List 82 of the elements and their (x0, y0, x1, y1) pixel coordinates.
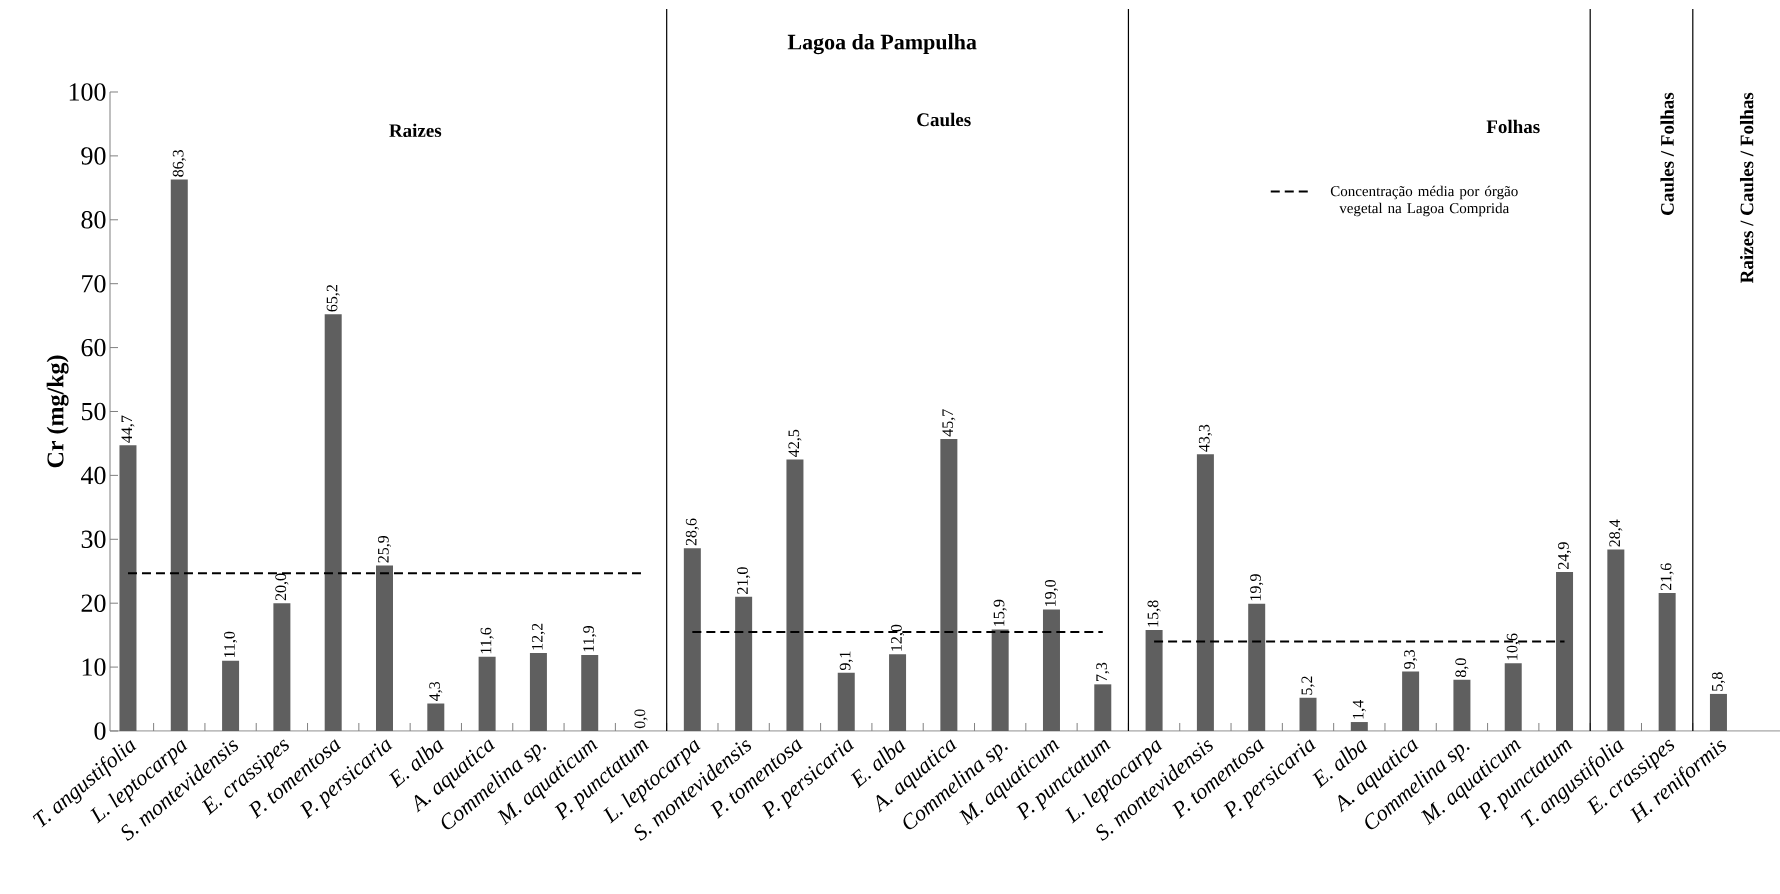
bar (1042, 609, 1060, 731)
bar (1196, 454, 1214, 731)
y-tick-label: 60 (81, 338, 106, 357)
bar (427, 703, 445, 731)
bar (478, 656, 496, 731)
data-label: 45,7 (942, 409, 956, 437)
annotation: Caules (917, 112, 971, 127)
bar (581, 654, 599, 731)
y-tick-label: 70 (82, 274, 106, 293)
data-label: 9,3 (1404, 649, 1418, 669)
bar (1094, 684, 1112, 731)
annotation: Folhas (1486, 119, 1540, 134)
data-label: 15,8 (1147, 600, 1161, 627)
bar (529, 653, 547, 731)
y-axis-title: Cr (mg/kg) (46, 355, 69, 468)
data-label: 0,0 (634, 709, 648, 729)
data-label: 21,6 (1660, 563, 1674, 591)
bar (1709, 693, 1727, 731)
data-label: 8,0 (1455, 658, 1469, 678)
bar (222, 660, 240, 731)
data-label: 19,0 (1044, 579, 1059, 606)
bar (376, 565, 393, 731)
data-label: 9,1 (839, 651, 853, 671)
y-tick-label: 30 (81, 530, 106, 549)
bar (940, 438, 958, 731)
data-label: 28,6 (685, 518, 699, 546)
data-label: 28,4 (1609, 519, 1623, 547)
bar (1504, 663, 1522, 731)
data-label: 65,2 (326, 285, 340, 312)
bar (683, 548, 701, 731)
data-label: 5,2 (1301, 676, 1315, 695)
data-label: 1,4 (1352, 700, 1366, 719)
data-label: 15,9 (993, 599, 1007, 626)
data-label: 11,0 (224, 631, 238, 658)
data-label: 12,2 (531, 623, 545, 650)
data-label: 43,3 (1198, 424, 1212, 452)
bar (273, 603, 291, 731)
annotation: Raizes / Caules / Folhas (1739, 92, 1754, 284)
y-tick-label: 20 (81, 594, 106, 612)
legend-label: Concentração média por órgão vegetal na Lagoa Comprida (1330, 185, 1518, 217)
bar (170, 179, 188, 731)
y-tick-label: 100 (69, 83, 106, 101)
annotation: Raizes (389, 123, 442, 138)
data-label: 4,3 (429, 681, 443, 701)
bar (1402, 671, 1420, 731)
data-label: 42,5 (788, 429, 802, 457)
data-label: 7,3 (1096, 662, 1110, 682)
data-label: 5,8 (1711, 672, 1726, 691)
y-tick-label: 90 (81, 147, 106, 165)
bar (786, 459, 804, 731)
data-label: 44,7 (121, 415, 135, 443)
bar (1350, 722, 1368, 731)
data-label: 11,6 (480, 627, 494, 654)
bar (1299, 697, 1317, 731)
data-label: 10,6 (1506, 633, 1520, 660)
data-label: 11,9 (583, 626, 597, 652)
data-label: 12,0 (891, 624, 905, 651)
y-tick-label: 40 (80, 466, 106, 485)
bar (324, 314, 342, 731)
data-label: 19,9 (1250, 574, 1264, 601)
data-label: 86,3 (172, 149, 186, 177)
chart-title: Lagoa da Pampulha (787, 34, 977, 55)
y-tick-label: 80 (81, 211, 106, 229)
annotation: Caules / Folhas (1660, 92, 1674, 215)
bar (889, 654, 907, 731)
bar (1607, 549, 1625, 731)
bar (1556, 571, 1574, 731)
bar (1658, 592, 1676, 731)
y-tick-label: 50 (81, 402, 106, 421)
bar (1248, 603, 1266, 731)
bar (735, 596, 753, 731)
y-tick-label: 0 (94, 722, 106, 740)
data-label: 24,9 (1558, 542, 1572, 569)
bar (991, 629, 1009, 731)
data-label: 21,0 (737, 567, 751, 594)
y-tick-label: 10 (82, 658, 106, 676)
bar (837, 672, 855, 731)
data-label: 25,9 (377, 535, 392, 563)
bar (1145, 630, 1163, 731)
bar (1453, 679, 1471, 731)
data-label: 20,0 (275, 573, 289, 601)
bar (119, 445, 137, 731)
